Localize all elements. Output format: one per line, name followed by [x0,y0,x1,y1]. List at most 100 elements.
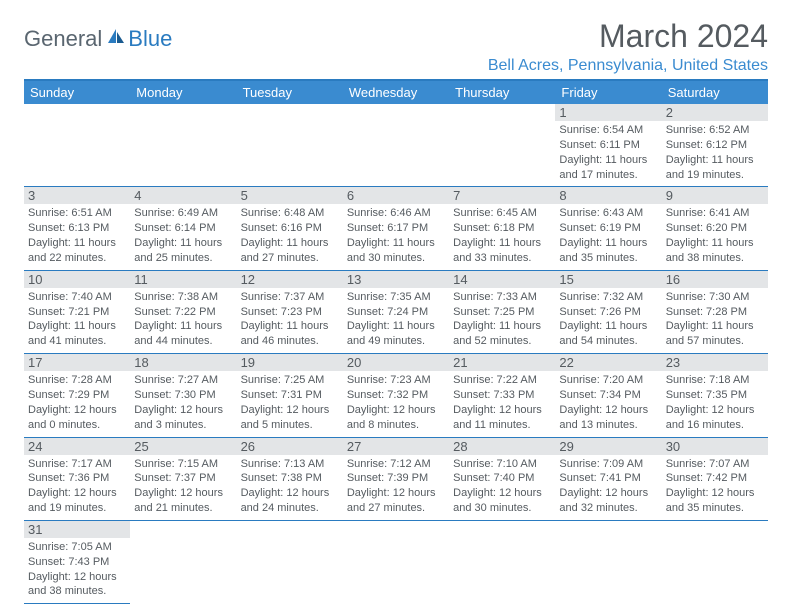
day-number: 19 [237,354,343,371]
day-number: 12 [237,271,343,288]
day-info: Sunrise: 7:33 AMSunset: 7:25 PMDaylight:… [453,290,551,349]
weekday-header: Sunday [24,81,130,104]
day-number: 16 [662,271,768,288]
day-number: 24 [24,438,130,455]
day-info: Sunrise: 6:41 AMSunset: 6:20 PMDaylight:… [666,206,764,265]
day-number: 26 [237,438,343,455]
month-title: March 2024 [488,18,768,55]
calendar-cell: 12 Sunrise: 7:37 AMSunset: 7:23 PMDayligh… [237,271,343,354]
day-number: 22 [555,354,661,371]
day-info: Sunrise: 7:23 AMSunset: 7:32 PMDaylight:… [347,373,445,432]
calendar-cell: 29 Sunrise: 7:09 AMSunset: 7:41 PMDayligh… [555,438,661,521]
day-info: Sunrise: 7:10 AMSunset: 7:40 PMDaylight:… [453,457,551,516]
day-number: 3 [24,187,130,204]
day-info: Sunrise: 7:09 AMSunset: 7:41 PMDaylight:… [559,457,657,516]
day-number: 2 [662,104,768,121]
day-info: Sunrise: 7:17 AMSunset: 7:36 PMDaylight:… [28,457,126,516]
calendar-cell [662,521,768,604]
calendar-cell: 21 Sunrise: 7:22 AMSunset: 7:33 PMDayligh… [449,354,555,437]
day-number: 18 [130,354,236,371]
header: General Blue March 2024 Bell Acres, Penn… [24,18,768,75]
day-info: Sunrise: 7:07 AMSunset: 7:42 PMDaylight:… [666,457,764,516]
day-info: Sunrise: 7:22 AMSunset: 7:33 PMDaylight:… [453,373,551,432]
calendar-cell: 24 Sunrise: 7:17 AMSunset: 7:36 PMDayligh… [24,438,130,521]
calendar-cell: 17 Sunrise: 7:28 AMSunset: 7:29 PMDayligh… [24,354,130,437]
calendar-cell: 9Sunrise: 6:41 AMSunset: 6:20 PMDaylight… [662,187,768,270]
day-info: Sunrise: 7:15 AMSunset: 7:37 PMDaylight:… [134,457,232,516]
calendar-cell: 5Sunrise: 6:48 AMSunset: 6:16 PMDaylight… [237,187,343,270]
day-number: 7 [449,187,555,204]
calendar-cell: 13 Sunrise: 7:35 AMSunset: 7:24 PMDayligh… [343,271,449,354]
day-number: 11 [130,271,236,288]
calendar-cell: 27 Sunrise: 7:12 AMSunset: 7:39 PMDayligh… [343,438,449,521]
calendar-cell: 14 Sunrise: 7:33 AMSunset: 7:25 PMDayligh… [449,271,555,354]
calendar-cell: 19Sunrise: 7:25 AMSunset: 7:31 PMDayligh… [237,354,343,437]
calendar-cell [237,104,343,187]
day-info: Sunrise: 7:38 AMSunset: 7:22 PMDaylight:… [134,290,232,349]
day-info: Sunrise: 6:43 AMSunset: 6:19 PMDaylight:… [559,206,657,265]
day-info: Sunrise: 7:12 AMSunset: 7:39 PMDaylight:… [347,457,445,516]
day-info: Sunrise: 7:18 AMSunset: 7:35 PMDaylight:… [666,373,764,432]
day-number: 8 [555,187,661,204]
day-info: Sunrise: 7:28 AMSunset: 7:29 PMDaylight:… [28,373,126,432]
calendar-cell [343,104,449,187]
weekday-header: Wednesday [343,81,449,104]
day-info: Sunrise: 6:51 AMSunset: 6:13 PMDaylight:… [28,206,126,265]
day-info: Sunrise: 7:32 AMSunset: 7:26 PMDaylight:… [559,290,657,349]
calendar-cell [449,521,555,604]
day-info: Sunrise: 6:46 AMSunset: 6:17 PMDaylight:… [347,206,445,265]
calendar-cell: 3 Sunrise: 6:51 AMSunset: 6:13 PMDaylight… [24,187,130,270]
calendar-cell: 26 Sunrise: 7:13 AMSunset: 7:38 PMDayligh… [237,438,343,521]
day-info: Sunrise: 7:37 AMSunset: 7:23 PMDaylight:… [241,290,339,349]
day-number: 28 [449,438,555,455]
calendar-cell [24,104,130,187]
calendar-cell: 25Sunrise: 7:15 AMSunset: 7:37 PMDayligh… [130,438,236,521]
calendar-cell: 2 Sunrise: 6:52 AMSunset: 6:12 PMDaylight… [662,104,768,187]
day-number: 4 [130,187,236,204]
day-number: 6 [343,187,449,204]
day-number: 20 [343,354,449,371]
calendar-cell: 1Sunrise: 6:54 AMSunset: 6:11 PMDaylight… [555,104,661,187]
calendar-cell: 4 Sunrise: 6:49 AMSunset: 6:14 PMDaylight… [130,187,236,270]
logo-text-blue: Blue [128,26,172,52]
day-number: 5 [237,187,343,204]
calendar-cell: 28 Sunrise: 7:10 AMSunset: 7:40 PMDayligh… [449,438,555,521]
day-number: 30 [662,438,768,455]
calendar-cell: 31Sunrise: 7:05 AMSunset: 7:43 PMDayligh… [24,521,130,604]
calendar-cell [130,104,236,187]
calendar-cell [449,104,555,187]
calendar-cell: 30 Sunrise: 7:07 AMSunset: 7:42 PMDayligh… [662,438,768,521]
day-info: Sunrise: 6:54 AMSunset: 6:11 PMDaylight:… [559,123,657,182]
day-number: 14 [449,271,555,288]
day-number: 13 [343,271,449,288]
day-info: Sunrise: 7:13 AMSunset: 7:38 PMDaylight:… [241,457,339,516]
calendar-cell: 11 Sunrise: 7:38 AMSunset: 7:22 PMDayligh… [130,271,236,354]
day-info: Sunrise: 7:35 AMSunset: 7:24 PMDaylight:… [347,290,445,349]
day-number: 29 [555,438,661,455]
day-number: 31 [24,521,130,538]
calendar-cell: 6 Sunrise: 6:46 AMSunset: 6:17 PMDaylight… [343,187,449,270]
day-number: 10 [24,271,130,288]
calendar-cell [237,521,343,604]
day-info: Sunrise: 7:27 AMSunset: 7:30 PMDaylight:… [134,373,232,432]
weekday-header: Thursday [449,81,555,104]
title-block: March 2024 Bell Acres, Pennsylvania, Uni… [488,18,768,75]
day-number: 21 [449,354,555,371]
calendar-cell: 22Sunrise: 7:20 AMSunset: 7:34 PMDayligh… [555,354,661,437]
location-subtitle: Bell Acres, Pennsylvania, United States [488,57,768,75]
day-number: 17 [24,354,130,371]
day-info: Sunrise: 6:52 AMSunset: 6:12 PMDaylight:… [666,123,764,182]
calendar-cell: 20 Sunrise: 7:23 AMSunset: 7:32 PMDayligh… [343,354,449,437]
weekday-header: Tuesday [237,81,343,104]
day-number: 27 [343,438,449,455]
calendar-cell: 16Sunrise: 7:30 AMSunset: 7:28 PMDayligh… [662,271,768,354]
day-number: 15 [555,271,661,288]
calendar-cell [130,521,236,604]
sail-icon [106,27,126,47]
logo: General Blue [24,26,172,52]
weekday-header: Friday [555,81,661,104]
calendar-cell: 23Sunrise: 7:18 AMSunset: 7:35 PMDayligh… [662,354,768,437]
logo-text-general: General [24,26,102,52]
weekday-header: Saturday [662,81,768,104]
day-info: Sunrise: 6:49 AMSunset: 6:14 PMDaylight:… [134,206,232,265]
